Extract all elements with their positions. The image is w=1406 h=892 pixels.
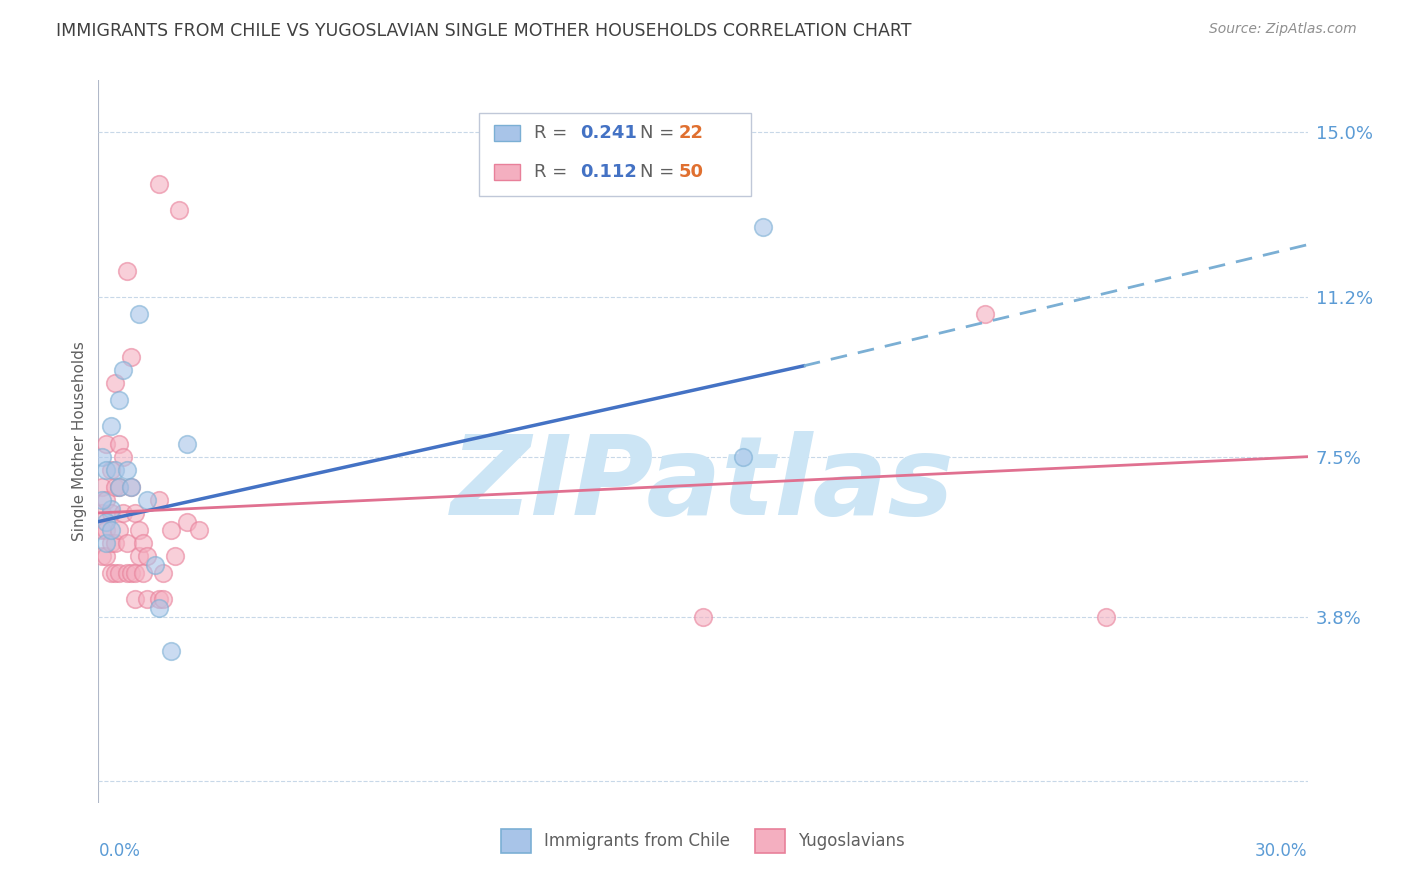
Point xyxy=(163,549,186,564)
Point xyxy=(111,506,134,520)
Point xyxy=(107,523,129,537)
Text: 50: 50 xyxy=(679,163,704,181)
Point xyxy=(115,536,138,550)
Point xyxy=(115,566,138,581)
Point xyxy=(103,536,125,550)
Point xyxy=(107,480,129,494)
Point xyxy=(128,523,150,537)
Point xyxy=(148,177,170,191)
Point xyxy=(107,566,129,581)
Point xyxy=(115,463,138,477)
Point xyxy=(692,609,714,624)
Point xyxy=(100,506,122,520)
Point xyxy=(160,644,183,658)
Point xyxy=(103,463,125,477)
Point xyxy=(176,515,198,529)
Point xyxy=(135,592,157,607)
FancyBboxPatch shape xyxy=(494,125,520,141)
Point xyxy=(135,492,157,507)
Point xyxy=(96,492,118,507)
Point xyxy=(100,523,122,537)
Point xyxy=(111,363,134,377)
Point xyxy=(96,523,118,537)
Point xyxy=(124,506,146,520)
Point xyxy=(167,203,190,218)
Point xyxy=(91,506,114,520)
Point xyxy=(107,436,129,450)
Point xyxy=(96,515,118,529)
Point xyxy=(91,492,114,507)
Point xyxy=(974,307,997,321)
Text: N =: N = xyxy=(640,124,681,142)
Point xyxy=(91,523,114,537)
Point xyxy=(96,436,118,450)
Text: 22: 22 xyxy=(679,124,704,142)
Point xyxy=(103,566,125,581)
Point xyxy=(188,523,211,537)
Text: R =: R = xyxy=(534,163,578,181)
Point xyxy=(100,463,122,477)
Point xyxy=(107,393,129,408)
Point xyxy=(103,376,125,391)
Point xyxy=(103,480,125,494)
Text: 0.241: 0.241 xyxy=(579,124,637,142)
Text: IMMIGRANTS FROM CHILE VS YUGOSLAVIAN SINGLE MOTHER HOUSEHOLDS CORRELATION CHART: IMMIGRANTS FROM CHILE VS YUGOSLAVIAN SIN… xyxy=(56,22,911,40)
Point xyxy=(100,501,122,516)
Text: N =: N = xyxy=(640,163,681,181)
Text: 30.0%: 30.0% xyxy=(1256,842,1308,860)
Text: Source: ZipAtlas.com: Source: ZipAtlas.com xyxy=(1209,22,1357,37)
Point xyxy=(152,566,174,581)
Point xyxy=(752,220,775,235)
Text: ZIPatlas: ZIPatlas xyxy=(451,432,955,539)
Text: 0.0%: 0.0% xyxy=(98,842,141,860)
Point xyxy=(91,549,114,564)
Point xyxy=(135,549,157,564)
Point xyxy=(120,566,142,581)
Legend: Immigrants from Chile, Yugoslavians: Immigrants from Chile, Yugoslavians xyxy=(494,822,912,860)
Point xyxy=(160,523,183,537)
Point xyxy=(1095,609,1118,624)
FancyBboxPatch shape xyxy=(479,112,751,196)
Point xyxy=(124,566,146,581)
Point xyxy=(128,307,150,321)
Point xyxy=(124,592,146,607)
Point xyxy=(143,558,166,572)
Point xyxy=(96,549,118,564)
Text: 0.112: 0.112 xyxy=(579,163,637,181)
Point xyxy=(152,592,174,607)
Point xyxy=(91,450,114,464)
Point xyxy=(120,480,142,494)
Point xyxy=(96,536,118,550)
Point xyxy=(733,450,755,464)
Point xyxy=(132,536,155,550)
Point xyxy=(148,492,170,507)
Point xyxy=(111,450,134,464)
Point xyxy=(107,480,129,494)
Point xyxy=(120,480,142,494)
Point xyxy=(115,263,138,277)
Point xyxy=(100,566,122,581)
Point xyxy=(148,592,170,607)
Point xyxy=(128,549,150,564)
FancyBboxPatch shape xyxy=(494,164,520,180)
Point xyxy=(91,480,114,494)
Point xyxy=(100,536,122,550)
Point xyxy=(96,463,118,477)
Point xyxy=(120,350,142,364)
Point xyxy=(100,419,122,434)
Y-axis label: Single Mother Households: Single Mother Households xyxy=(72,342,87,541)
Point xyxy=(132,566,155,581)
Text: R =: R = xyxy=(534,124,572,142)
Point xyxy=(148,601,170,615)
Point xyxy=(176,436,198,450)
